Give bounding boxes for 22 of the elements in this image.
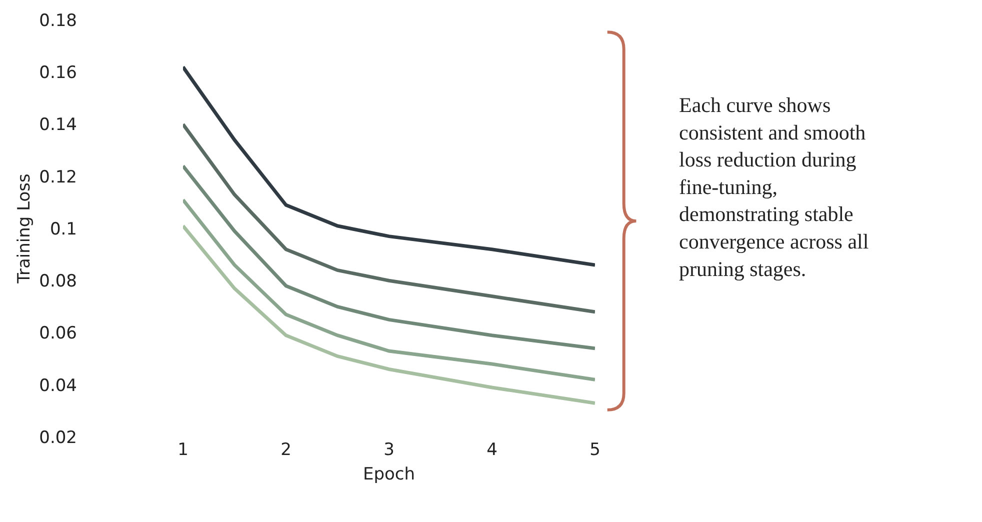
y-tick-label: 0.12 (39, 167, 77, 188)
line-series (183, 224, 595, 405)
y-tick-label: 0.06 (39, 324, 77, 344)
text: Each curve shows consistent and smooth loss reduction during fine-tuning, demonstrating stable convergence across all pruning stages. (679, 93, 869, 281)
x-tick-label: 1 (178, 440, 188, 460)
x-tick-label: 2 (280, 440, 292, 460)
y-tick-label: 0.08 (39, 272, 77, 292)
y-tick-label: 0.1 (50, 219, 77, 240)
y-tick-label: 0.18 (39, 10, 77, 31)
y-tick-label: 0.02 (39, 428, 77, 448)
line-series (183, 164, 595, 350)
line-series (183, 122, 595, 314)
y-tick-label: 0.14 (39, 115, 77, 136)
y-axis-title: Training Loss (14, 173, 35, 284)
x-tick-label: 4 (486, 440, 498, 460)
line-series (183, 198, 595, 382)
y-tick-label: 0.04 (39, 376, 77, 396)
y-tick-label: 0.16 (39, 63, 77, 84)
x-axis-title: Epoch (362, 464, 416, 484)
x-tick-label: 5 (590, 440, 600, 460)
x-tick-label: 3 (384, 440, 394, 460)
line-series (183, 65, 595, 267)
